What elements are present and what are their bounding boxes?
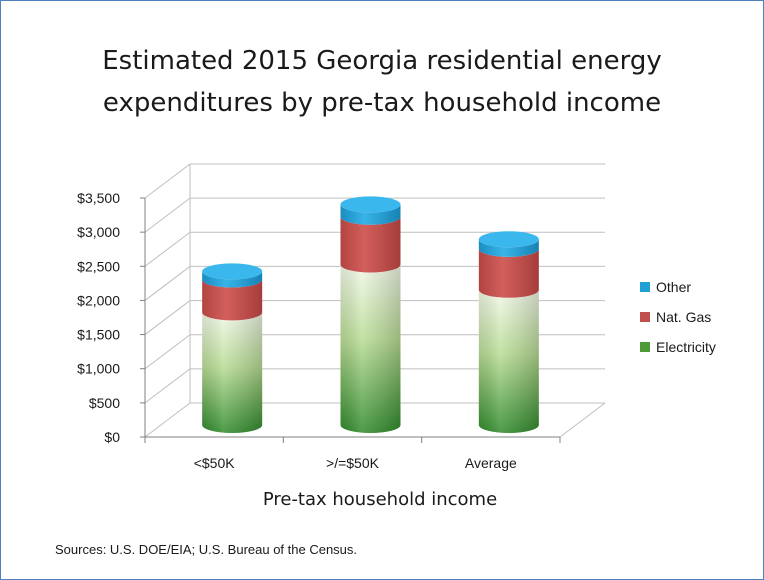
bar-other-1-cap: [340, 196, 401, 213]
bar-nat-gas-2: [478, 248, 539, 298]
y-tick-label: $1,500: [77, 327, 120, 343]
chart-title-line-2: expenditures by pre-tax household income: [102, 88, 662, 118]
x-category-label: <$50K: [194, 455, 236, 471]
y-axis-tick-labels: $0 $500 $1,000 $1,500 $2,000 $2,500 $3,000 $3,5…: [77, 190, 120, 445]
bar-electricity-2-shade: [478, 289, 539, 433]
chart-title: Estimated 2015 Georgia residential energ…: [0, 40, 764, 124]
bar-nat-gas-1: [340, 216, 401, 273]
gridline-diagonal: [144, 368, 191, 404]
y-tick-label: $0: [104, 429, 120, 445]
y-tick-label: $500: [89, 395, 120, 411]
y-tick-label: $3,000: [77, 224, 120, 240]
legend-swatch: [640, 282, 650, 292]
legend-label: Nat. Gas: [656, 309, 712, 325]
y-tick-label: $3,500: [77, 190, 120, 206]
bar-other-2-cap: [478, 231, 539, 248]
bar-electricity-0-shade: [202, 312, 263, 433]
y-tick-label: $2,000: [77, 292, 120, 308]
gridline-diagonal: [144, 197, 191, 233]
bar-other-2: [478, 239, 539, 257]
x-category-label: >/=$50K: [326, 455, 380, 471]
legend-item: Other: [640, 272, 716, 302]
source-note: Sources: U.S. DOE/EIA; U.S. Bureau of th…: [55, 542, 358, 557]
gridline-diagonal: [144, 163, 191, 199]
bar-other-0-cap: [202, 263, 263, 280]
x-axis-category-labels: <$50K >/=$50K Average: [194, 455, 517, 471]
floor-right-edge: [559, 402, 606, 438]
x-axis-title: Pre-tax household income: [262, 489, 498, 510]
gridline-diagonal: [144, 266, 191, 301]
bar-stack: [340, 196, 401, 433]
gridline-diagonal: [144, 402, 191, 438]
legend-item: Nat. Gas: [640, 302, 716, 332]
gridline-diagonal: [144, 334, 191, 370]
chart-title-line-1: Estimated 2015 Georgia residential energ…: [102, 46, 662, 76]
bar-nat-gas-0: [202, 279, 263, 321]
x-category-label: Average: [465, 455, 517, 471]
y-tick-label: $1,000: [77, 361, 120, 377]
bar-other-1: [340, 204, 401, 225]
chart-legend: Other Nat. Gas Electricity: [640, 272, 716, 362]
legend-label: Electricity: [656, 339, 716, 355]
legend-swatch: [640, 312, 650, 322]
bar-stack: [202, 263, 263, 433]
bar-stack: [478, 231, 539, 433]
legend-label: Other: [656, 279, 692, 295]
gridline-diagonal: [144, 300, 191, 335]
bar-electricity-1-shade: [340, 264, 401, 433]
y-tick-label: $2,500: [77, 258, 120, 274]
chart-axes: [140, 164, 606, 443]
legend-item: Electricity: [640, 332, 716, 362]
legend-swatch: [640, 342, 650, 352]
chart-bars: [202, 196, 539, 433]
bar-other-0: [202, 271, 263, 288]
gridline-diagonal: [144, 231, 191, 267]
